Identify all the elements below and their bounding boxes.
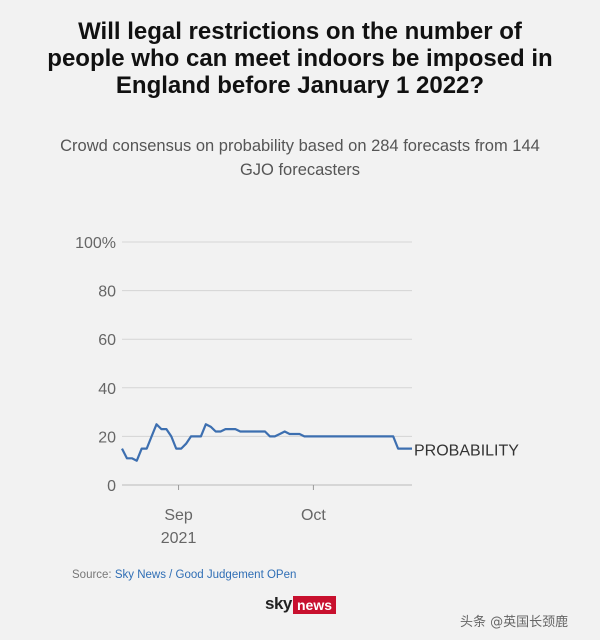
y-tick-label: 60 — [98, 332, 116, 349]
y-tick-label: 100% — [75, 235, 116, 252]
logo-sky-text: sky — [265, 594, 292, 613]
y-tick-label: 20 — [98, 429, 116, 446]
source-link[interactable]: Sky News / Good Judgement OPen — [114, 569, 297, 581]
logo-news-badge: news — [293, 596, 337, 614]
x-tick-sublabel: 2021 — [161, 530, 197, 547]
x-tick-label: Oct — [301, 507, 326, 524]
source-note: Source: Sky News / Good Judgement OPen — [72, 569, 296, 581]
source-prefix: Source: — [72, 569, 112, 581]
sky-news-logo: sky news — [263, 594, 343, 615]
y-tick-label: 80 — [98, 284, 116, 301]
line-chart: 0 20 40 60 80 100% Sep 2021 Oct PROBABILITY — [75, 235, 519, 547]
watermark: 头条 @英国长颈鹿 — [460, 615, 569, 630]
x-tick-label: Sep — [164, 507, 193, 524]
series-line-probability — [121, 423, 412, 462]
y-tick-label: 40 — [98, 381, 116, 398]
chart-title: Will legal restrictions on the number of… — [47, 18, 553, 99]
y-tick-label: 0 — [107, 478, 116, 495]
chart-subtitle: Crowd consensus on probability based on … — [60, 137, 540, 179]
series-label: PROBABILITY — [414, 443, 519, 460]
